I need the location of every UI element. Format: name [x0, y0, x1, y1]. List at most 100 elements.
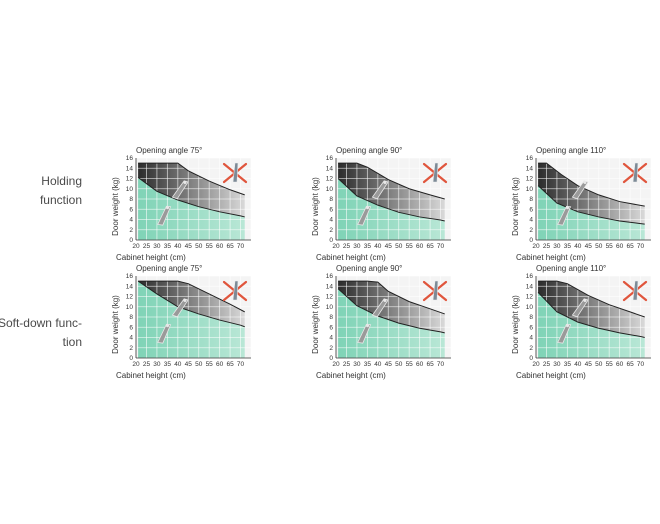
y-tick-label: 12: [126, 294, 134, 301]
x-tick-label: 40: [174, 361, 182, 368]
x-tick-label: 35: [564, 361, 572, 368]
x-tick-label: 20: [532, 243, 540, 250]
series-band-upper: [338, 163, 445, 222]
cross-out-icon: [422, 162, 448, 184]
series-line-lower: [537, 185, 645, 225]
chart-plot: 0 2 4 6 8 10 12 14 16 20 25 30 35 40 45 50 55 60 65 70: [326, 155, 452, 250]
x-tick-label: 45: [385, 243, 393, 250]
x-tick-label: 30: [353, 361, 361, 368]
series-area-lower: [338, 178, 445, 240]
y-tick-label: 8: [329, 314, 333, 321]
x-tick-label: 30: [153, 361, 161, 368]
x-tick-label: 25: [143, 361, 151, 368]
cross-out-icon: [422, 280, 448, 302]
chart-title: Opening angle 90°: [336, 264, 403, 273]
x-tick-label: 55: [206, 243, 214, 250]
y-tick-label: 6: [329, 206, 333, 213]
y-tick-label: 16: [326, 273, 334, 280]
chart-title: Opening angle 110°: [536, 264, 607, 273]
x-axis-label: Cabinet height (cm): [316, 253, 386, 262]
y-tick-label: 10: [326, 186, 334, 193]
x-tick-label: 60: [216, 361, 224, 368]
x-tick-label: 65: [426, 243, 434, 250]
y-tick-label: 4: [529, 335, 533, 342]
y-tick-label: 4: [529, 217, 533, 224]
x-tick-label: 30: [153, 243, 161, 250]
series-line-lower: [137, 280, 245, 328]
x-tick-label: 20: [332, 361, 340, 368]
x-tick-label: 50: [595, 243, 603, 250]
cross-out-icon: [222, 162, 248, 184]
y-tick-label: 16: [526, 155, 534, 162]
y-tick-label: 0: [329, 355, 333, 362]
chart-softdown-75: Opening angle 75° Cabinet height (cm) Door…: [111, 264, 252, 384]
y-tick-label: 6: [529, 324, 533, 331]
chart-holding-110: Opening angle 110° Cabinet height (cm) Doo…: [511, 146, 652, 266]
x-tick-label: 50: [195, 243, 203, 250]
x-tick-label: 70: [437, 361, 445, 368]
chart-plot: 0 2 4 6 8 10 12 14 16 20 25 30 35 40 45 50 55 60 65 70: [326, 273, 452, 368]
x-tick-label: 25: [343, 243, 351, 250]
x-tick-label: 40: [374, 361, 382, 368]
y-tick-label: 12: [126, 176, 134, 183]
hinge-arm-icon: [157, 205, 172, 226]
x-tick-label: 35: [164, 361, 172, 368]
x-axis-label: Cabinet height (cm): [116, 253, 186, 262]
chart-plot: 0 2 4 6 8 10 12 14 16 20 25 30 35 40 45 50 55 60 65 70: [126, 155, 252, 250]
y-tick-label: 2: [529, 227, 533, 234]
x-tick-label: 65: [626, 361, 634, 368]
hinge-arm-icon: [571, 298, 589, 318]
x-tick-label: 45: [585, 243, 593, 250]
x-axis-label: Cabinet height (cm): [316, 371, 386, 380]
y-tick-label: 14: [526, 283, 534, 290]
cross-out-icon: [622, 162, 648, 184]
chart-title: Opening angle 90°: [336, 146, 403, 155]
row-label-line: Soft-down func-: [0, 316, 82, 330]
x-tick-label: 70: [237, 243, 245, 250]
chart-title: Opening angle 75°: [136, 264, 203, 273]
hinge-arm-icon: [557, 205, 572, 226]
series-line-upper: [138, 162, 245, 196]
y-tick-label: 6: [129, 206, 133, 213]
chart-plot: 0 2 4 6 8 10 12 14 16 20 25 30 35 40 45 50 55 60 65 70: [126, 273, 252, 368]
x-tick-label: 60: [416, 361, 424, 368]
series-line-lower: [337, 178, 445, 222]
y-tick-label: 2: [329, 345, 333, 352]
y-tick-label: 0: [129, 355, 133, 362]
y-tick-label: 4: [129, 217, 133, 224]
hinge-arm-icon: [357, 323, 372, 344]
y-tick-label: 14: [326, 165, 334, 172]
series-band-upper: [138, 163, 245, 217]
x-tick-label: 65: [226, 243, 234, 250]
x-tick-label: 70: [437, 243, 445, 250]
x-tick-label: 25: [543, 361, 551, 368]
y-tick-label: 4: [129, 335, 133, 342]
series-area-lower: [138, 177, 245, 240]
series-line-upper: [338, 162, 445, 200]
y-tick-label: 16: [326, 155, 334, 162]
y-tick-label: 12: [326, 176, 334, 183]
x-tick-label: 60: [616, 361, 624, 368]
series-line-lower: [537, 292, 645, 338]
x-tick-label: 55: [206, 361, 214, 368]
y-tick-label: 2: [129, 345, 133, 352]
x-tick-label: 35: [164, 243, 172, 250]
cross-out-icon: [622, 280, 648, 302]
series-area-lower: [538, 185, 645, 240]
x-tick-label: 45: [585, 361, 593, 368]
x-tick-label: 35: [564, 243, 572, 250]
x-tick-label: 50: [195, 361, 203, 368]
y-tick-label: 0: [529, 237, 533, 244]
x-tick-label: 40: [574, 243, 582, 250]
x-tick-label: 55: [606, 243, 614, 250]
chart-title: Opening angle 110°: [536, 146, 607, 155]
x-tick-label: 20: [132, 243, 140, 250]
hinge-arm-icon: [557, 323, 572, 344]
y-tick-label: 14: [326, 283, 334, 290]
y-tick-label: 16: [526, 273, 534, 280]
series-line-upper: [138, 280, 245, 313]
chart-holding-75: Opening angle 75° Cabinet height (cm) Door…: [111, 146, 252, 266]
x-axis-label: Cabinet height (cm): [516, 253, 586, 262]
x-tick-label: 50: [395, 361, 403, 368]
hinge-arm-icon: [357, 205, 372, 226]
